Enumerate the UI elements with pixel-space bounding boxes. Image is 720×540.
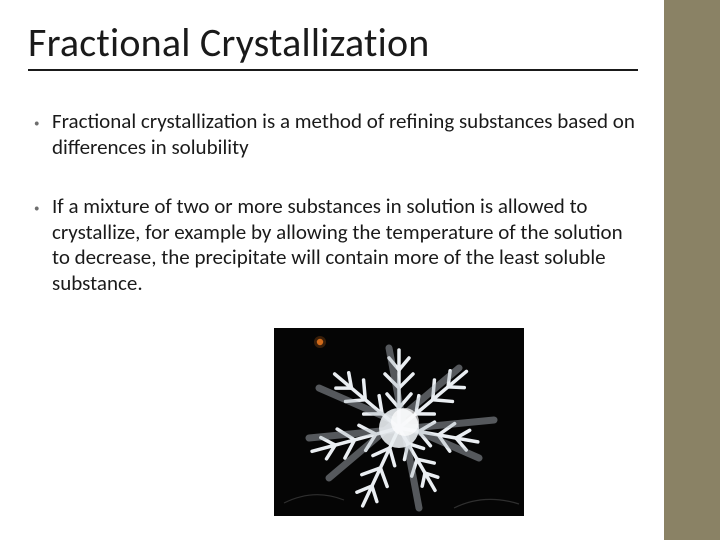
bullet-text: Fractional crystallization is a method o… <box>52 109 640 160</box>
bullet-dot-icon: • <box>34 109 52 160</box>
bullet-text: If a mixture of two or more substances i… <box>52 194 640 296</box>
crystal-photo <box>274 328 524 516</box>
list-item: • If a mixture of two or more substances… <box>34 194 640 296</box>
list-item: • Fractional crystallization is a method… <box>34 109 640 160</box>
slide-title: Fractional Crystallization <box>28 18 638 71</box>
bullet-list: • Fractional crystallization is a method… <box>28 109 640 297</box>
accent-sidebar <box>664 0 720 540</box>
bullet-dot-icon: • <box>34 194 52 296</box>
slide-content: Fractional Crystallization • Fractional … <box>0 0 664 540</box>
